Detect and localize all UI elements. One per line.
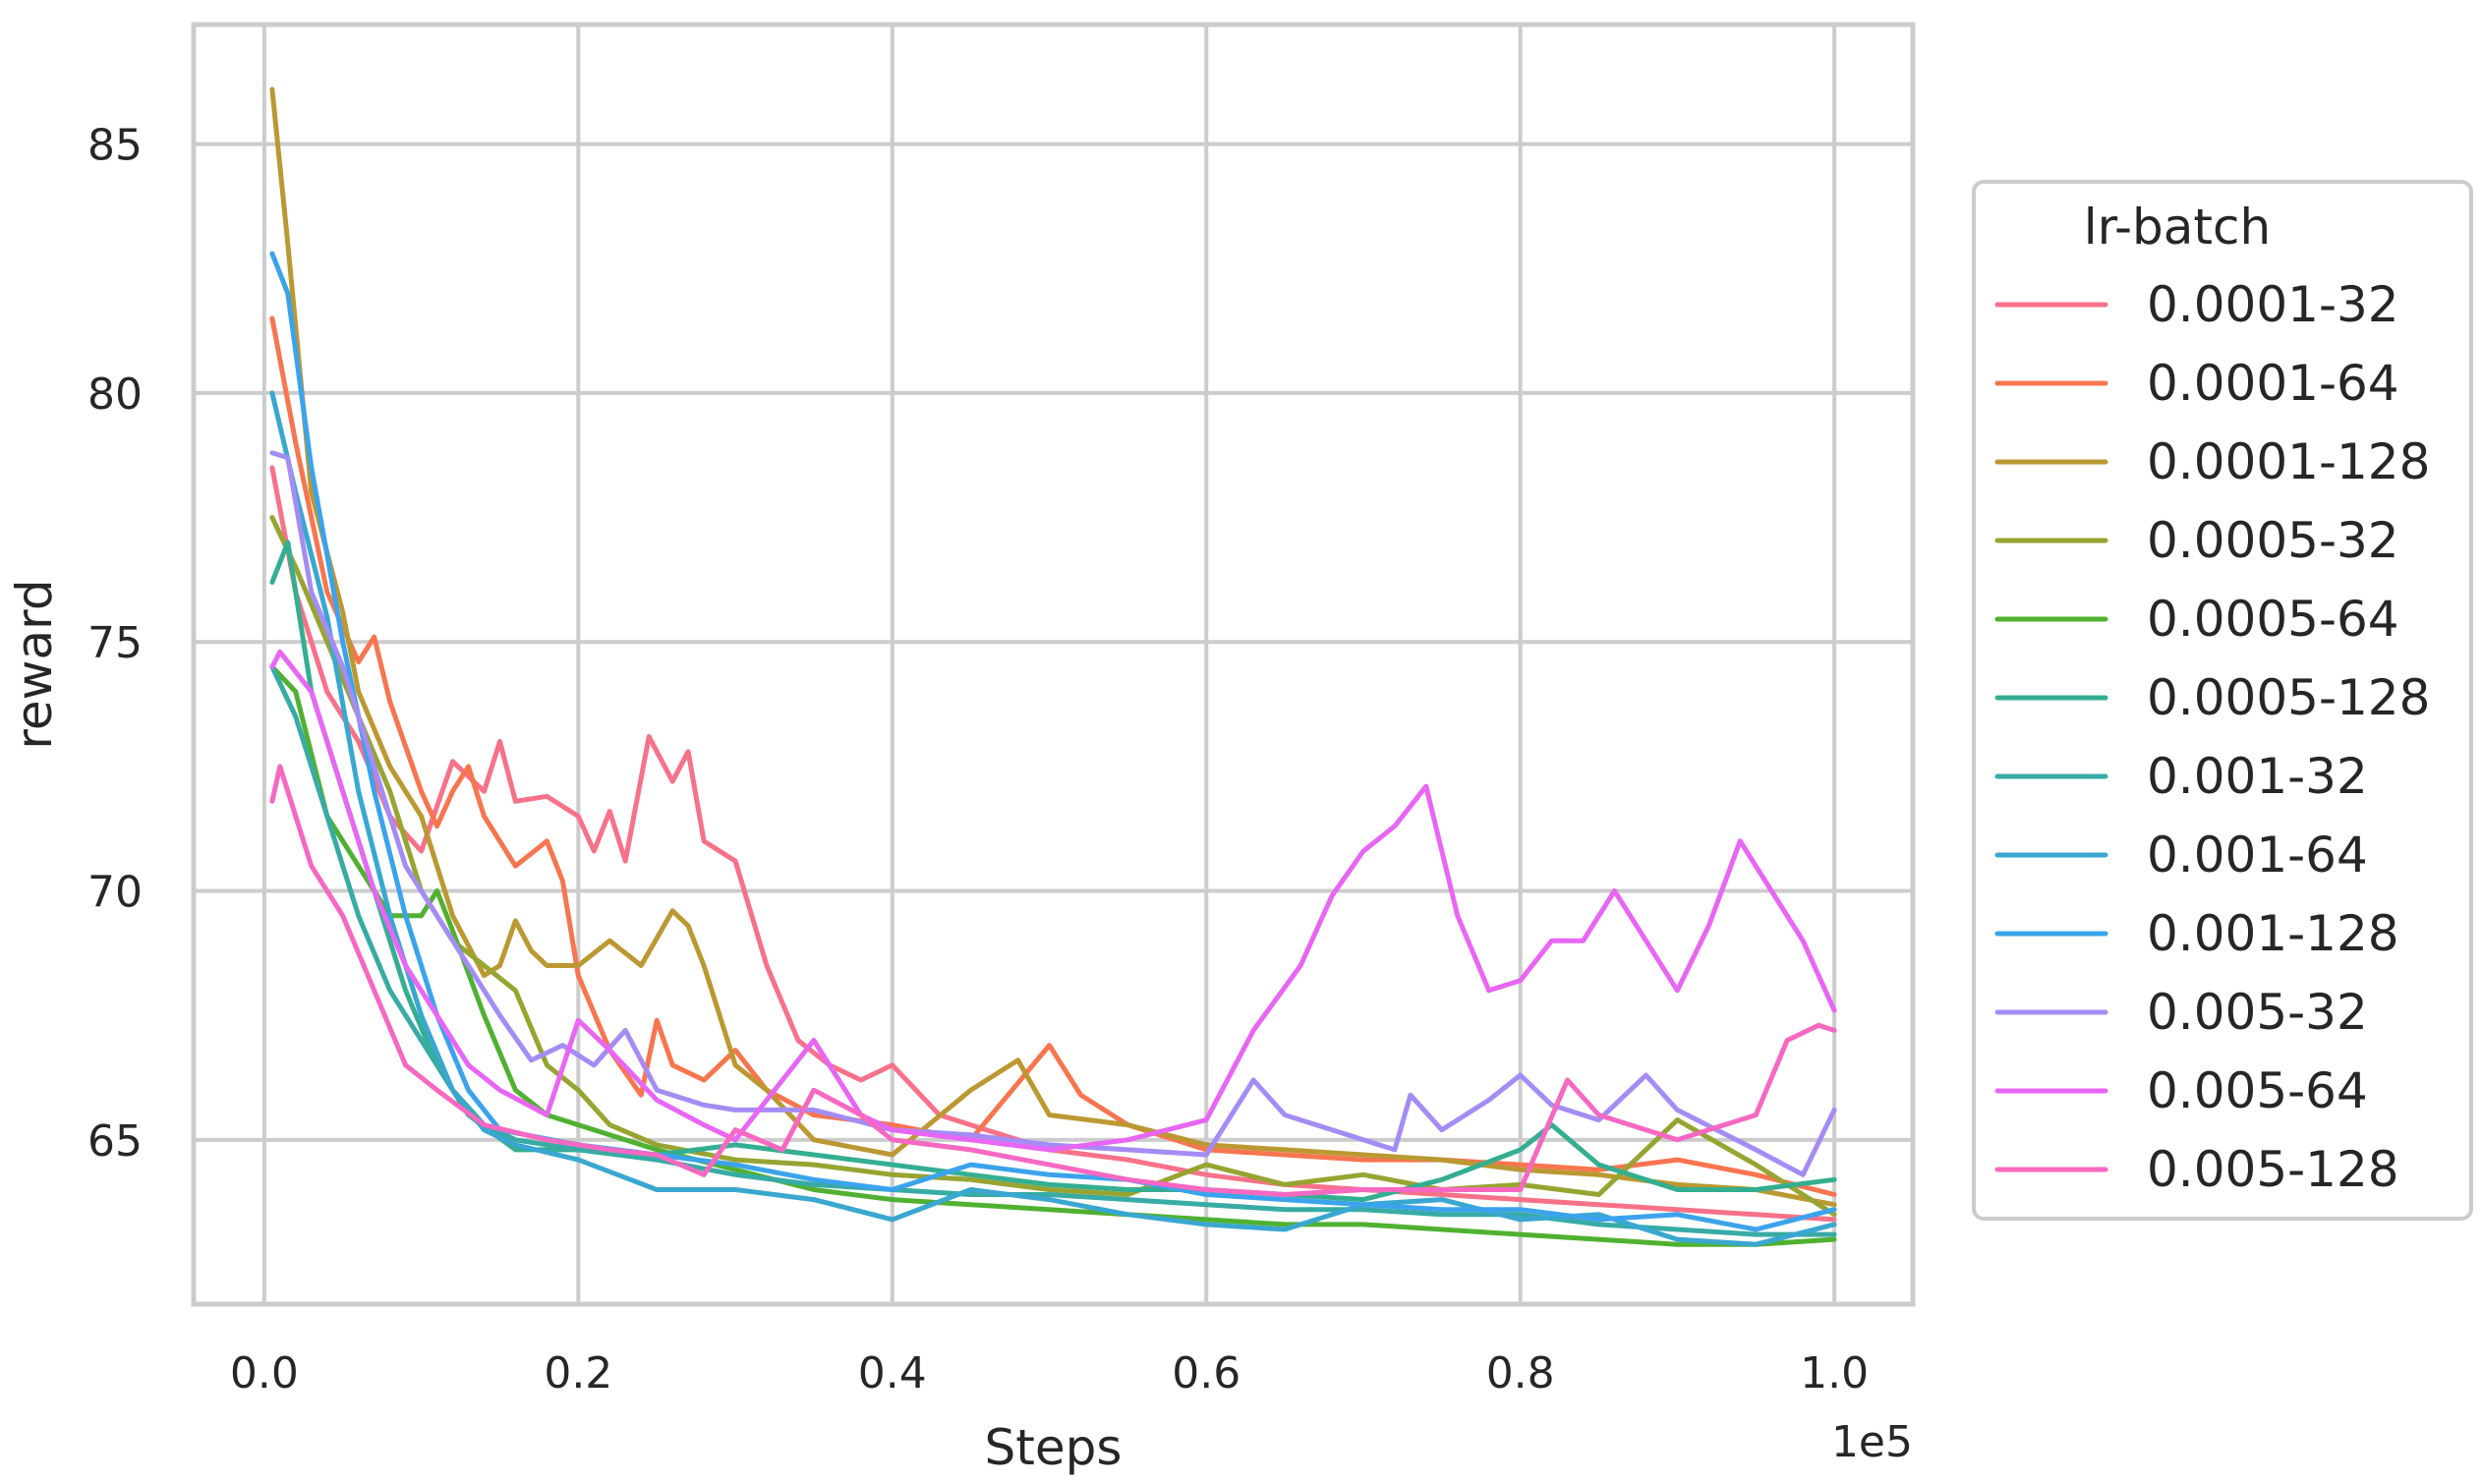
legend-label: 0.005-64 <box>2147 1062 2368 1119</box>
legend-label: 0.001-32 <box>2147 748 2368 805</box>
legend-label: 0.0001-64 <box>2147 355 2399 412</box>
y-axis-label: reward <box>6 579 63 749</box>
series-line-0.005-128 <box>269 764 1837 1197</box>
legend-items: 0.0001-32 0.0001-64 0.0001-128 0.0005-32 0.0… <box>1994 276 2430 1198</box>
legend-label: 0.005-128 <box>2147 1141 2399 1198</box>
series-line-0.001-128 <box>269 251 1837 1232</box>
series-layer <box>269 86 1837 1247</box>
x-tick-label: 0.0 <box>230 1348 299 1398</box>
y-tick-label: 85 <box>87 121 143 171</box>
series-line-0.005-64 <box>269 649 1837 1153</box>
y-tick-label: 80 <box>87 370 143 420</box>
y-tick-label: 65 <box>87 1116 143 1167</box>
legend-label: 0.001-64 <box>2147 827 2368 884</box>
series-line-0.001-64 <box>269 390 1837 1247</box>
legend-title: lr-batch <box>2084 199 2271 256</box>
y-tick-label: 70 <box>87 868 143 918</box>
x-tick-label: 0.8 <box>1486 1348 1555 1398</box>
x-offset-label: 1e5 <box>1831 1417 1913 1467</box>
series-line-0.0001-32 <box>269 465 1837 1223</box>
legend-label: 0.0001-32 <box>2147 276 2399 333</box>
legend-label: 0.005-32 <box>2147 984 2368 1041</box>
legend: lr-batch 0.0001-320.0001-640.0001-1280.0… <box>1972 180 2473 1221</box>
plot-frame <box>191 22 1916 1307</box>
legend-box <box>1972 180 2473 1221</box>
x-axis-label: Steps <box>985 1419 1123 1476</box>
series-line-0.0005-32 <box>269 515 1837 1218</box>
legend-label: 0.001-128 <box>2147 905 2399 962</box>
x-tick-label: 0.4 <box>858 1348 927 1398</box>
series-line-0.0001-128 <box>269 86 1837 1208</box>
x-tick-label: 0.2 <box>544 1348 612 1398</box>
legend-label: 0.0001-128 <box>2147 433 2430 490</box>
series-line-0.0005-128 <box>269 540 1837 1203</box>
x-tick-label: 1.0 <box>1800 1348 1869 1398</box>
series-line-0.0005-64 <box>269 664 1837 1247</box>
x-tick-label: 0.6 <box>1172 1348 1240 1398</box>
y-tick-label: 75 <box>87 618 143 668</box>
legend-label: 0.0005-128 <box>2147 669 2430 726</box>
series-line-0.005-32 <box>269 450 1837 1177</box>
tick-labels: 0.0 0.2 0.4 0.6 0.8 1.0 65 70 75 80 85 <box>87 121 1869 1398</box>
grid <box>194 25 1913 1304</box>
series-line-0.0001-64 <box>269 315 1837 1197</box>
legend-label: 0.0005-64 <box>2147 591 2399 648</box>
legend-label: 0.0005-32 <box>2147 512 2399 569</box>
